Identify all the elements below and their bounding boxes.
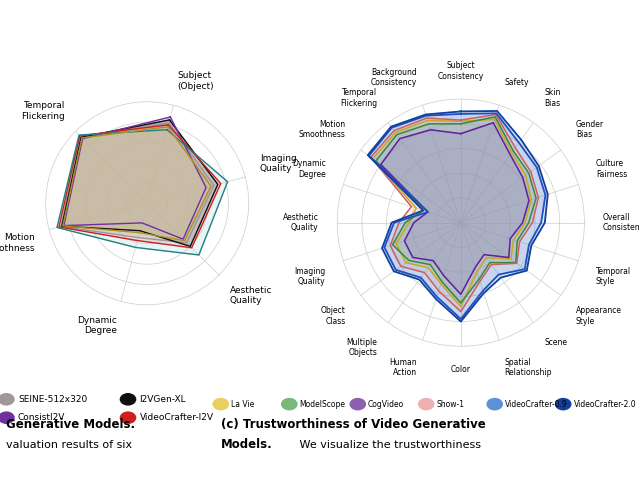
- Polygon shape: [381, 123, 529, 294]
- Text: SEINE-512x320: SEINE-512x320: [18, 395, 87, 404]
- Text: Models.: Models.: [221, 438, 273, 451]
- Polygon shape: [63, 127, 211, 241]
- Text: (c) Trustworthiness of Video Generative: (c) Trustworthiness of Video Generative: [221, 418, 486, 431]
- Text: Motion
Smoothness: Motion Smoothness: [299, 120, 346, 139]
- Text: Aesthetic
Quality: Aesthetic Quality: [230, 286, 272, 305]
- Text: Object
Class: Object Class: [321, 306, 346, 326]
- Text: Dynamic
Degree: Dynamic Degree: [292, 159, 326, 179]
- Text: Temporal
Flickering: Temporal Flickering: [340, 88, 377, 107]
- Text: Motion
Smoothness: Motion Smoothness: [0, 233, 35, 253]
- Text: Overall
Consistency: Overall Consistency: [603, 213, 640, 232]
- Text: Temporal
Flickering: Temporal Flickering: [21, 101, 65, 121]
- Text: Aesthetic
Quality: Aesthetic Quality: [283, 213, 319, 232]
- Text: Safety: Safety: [505, 78, 529, 88]
- Text: Human
Action: Human Action: [389, 358, 417, 377]
- Text: Show-1: Show-1: [436, 400, 465, 408]
- Text: Scene: Scene: [545, 338, 567, 347]
- Text: La Vie: La Vie: [231, 400, 255, 408]
- Text: Temporal
Style: Temporal Style: [596, 267, 631, 286]
- Polygon shape: [64, 117, 206, 239]
- Text: ModelScope: ModelScope: [300, 400, 346, 408]
- Text: Background
Consistency: Background Consistency: [371, 68, 417, 88]
- Text: VideoCrafter-I2V: VideoCrafter-I2V: [140, 413, 214, 422]
- Text: We visualize the trustworthiness: We visualize the trustworthiness: [296, 439, 481, 450]
- Text: Color: Color: [451, 365, 471, 374]
- Polygon shape: [368, 111, 548, 321]
- Text: I2VGen-XL: I2VGen-XL: [140, 395, 186, 404]
- Text: Appearance
Style: Appearance Style: [576, 306, 622, 326]
- Polygon shape: [371, 115, 538, 312]
- Text: Subject
Consistency: Subject Consistency: [438, 61, 484, 80]
- Text: Generative Models.: Generative Models.: [6, 418, 136, 431]
- Polygon shape: [369, 113, 545, 319]
- Text: Imaging
Quality: Imaging Quality: [294, 267, 326, 286]
- Text: Spatial
Relationship: Spatial Relationship: [505, 358, 552, 377]
- Polygon shape: [61, 123, 214, 243]
- Text: CogVideo: CogVideo: [368, 400, 404, 408]
- Text: VideoCrafter-2.0: VideoCrafter-2.0: [573, 400, 636, 408]
- Polygon shape: [62, 120, 218, 246]
- Text: Gender
Bias: Gender Bias: [576, 120, 604, 139]
- Text: valuation results of six: valuation results of six: [6, 439, 132, 450]
- Polygon shape: [373, 119, 531, 307]
- Text: Dynamic
Degree: Dynamic Degree: [77, 316, 117, 335]
- Polygon shape: [57, 130, 228, 255]
- Text: Skin
Bias: Skin Bias: [545, 88, 561, 107]
- Polygon shape: [59, 125, 221, 248]
- Text: Culture
Fairness: Culture Fairness: [596, 159, 627, 179]
- Text: VideoCrafter-0.9: VideoCrafter-0.9: [505, 400, 568, 408]
- Text: ConsistI2V: ConsistI2V: [18, 413, 65, 422]
- Polygon shape: [376, 117, 536, 303]
- Text: Imaging
Quality: Imaging Quality: [260, 153, 297, 173]
- Text: Subject
(Object): Subject (Object): [177, 71, 214, 91]
- Text: Multiple
Objects: Multiple Objects: [346, 338, 377, 357]
